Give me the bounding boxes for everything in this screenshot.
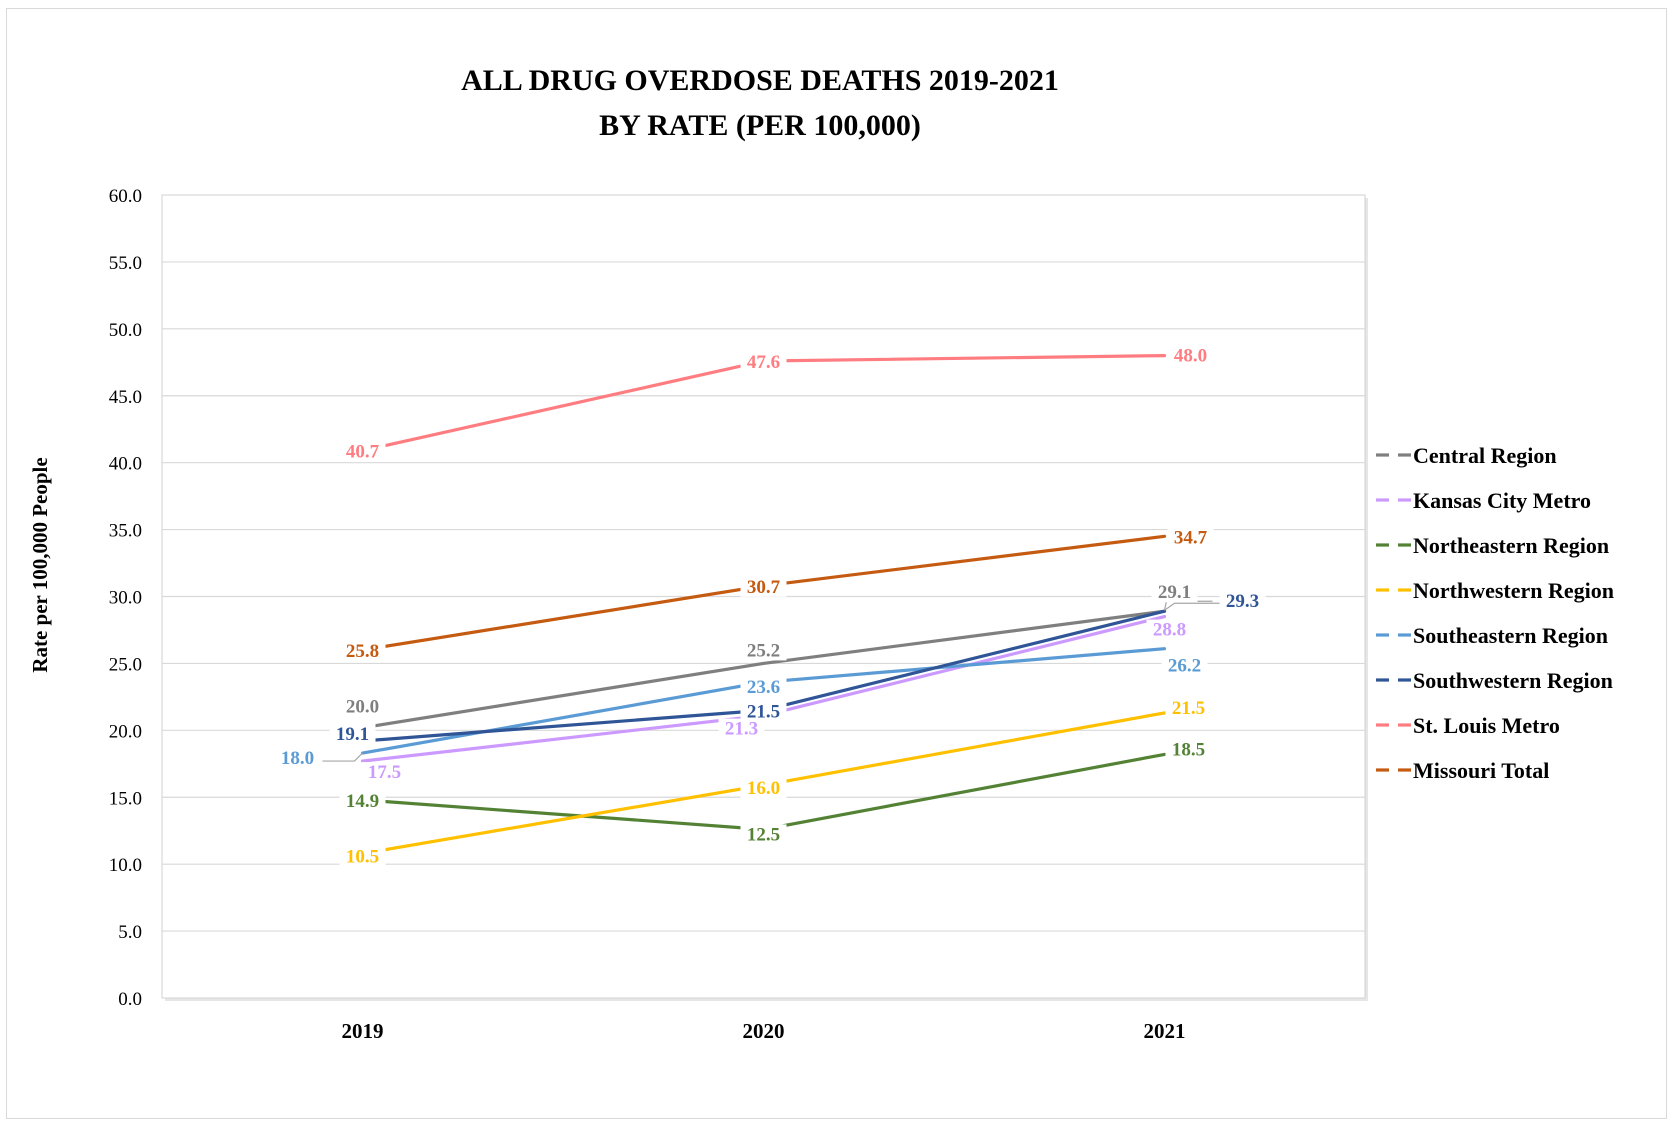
data-label: 20.0 (346, 697, 379, 718)
data-label: 19.1 (336, 724, 369, 745)
data-label: 18.0 (281, 748, 314, 769)
data-label: 26.2 (1168, 656, 1201, 677)
data-label-bg (740, 351, 787, 372)
series-line (360, 609, 1167, 730)
x-tick-label: 2019 (342, 1019, 384, 1043)
x-tick-label: 2020 (743, 1019, 785, 1043)
legend-label: Kansas City Metro (1413, 488, 1591, 513)
data-label-bg (1219, 591, 1266, 612)
data-labels: 20.0 25.2 29.1 17.5 21.3 28.8 14.9 12.5 18.5 10.5… (274, 345, 1266, 867)
data-label: 25.8 (346, 641, 379, 662)
data-label-bg (274, 748, 321, 769)
y-axis-ticks: 0.0 5.0 10.0 15.0 20.0 25.0 30.0 35.0 40.0 45.0 50… (109, 186, 142, 1010)
data-label: 34.7 (1174, 527, 1208, 548)
data-label-bg (1165, 739, 1212, 760)
legend-label: Northeastern Region (1413, 533, 1609, 558)
y-tick-label: 15.0 (109, 788, 142, 809)
x-axis-ticks: 2019 2020 2021 (342, 1019, 1186, 1043)
y-tick-label: 30.0 (109, 588, 142, 609)
legend-label: Missouri Total (1413, 758, 1549, 783)
data-label-bg (740, 677, 787, 698)
data-label-bg (740, 701, 787, 722)
x-tick-label: 2021 (1144, 1019, 1186, 1043)
data-label: 21.3 (725, 719, 758, 740)
data-label: 21.5 (747, 701, 780, 722)
data-label-bg (339, 441, 386, 462)
data-label: 29.3 (1226, 591, 1259, 612)
data-label-bg (339, 790, 386, 811)
y-tick-label: 50.0 (109, 320, 142, 341)
legend-label: St. Louis Metro (1413, 713, 1560, 738)
data-label-bg (1167, 345, 1214, 366)
data-label-bg (740, 640, 787, 661)
chart-title-line-2: BY RATE (PER 100,000) (599, 109, 921, 142)
y-tick-label: 60.0 (109, 186, 142, 207)
data-label-bg (339, 696, 386, 717)
data-label-bg (718, 718, 765, 739)
legend: Central Region Kansas City Metro Northeast… (1376, 443, 1614, 783)
data-label-bg (740, 824, 787, 845)
y-tick-label: 25.0 (109, 654, 142, 675)
y-tick-label: 0.0 (118, 989, 142, 1010)
data-label-bg (1146, 619, 1193, 640)
data-label-bg (361, 762, 408, 783)
data-label: 23.6 (747, 677, 780, 698)
data-label-bg (740, 778, 787, 799)
legend-label: Southwestern Region (1413, 668, 1613, 693)
data-label-bg (740, 576, 787, 597)
legend-label: Northwestern Region (1413, 578, 1614, 603)
data-label: 29.1 (1158, 582, 1191, 603)
y-tick-label: 40.0 (109, 454, 142, 475)
y-tick-label: 20.0 (109, 721, 142, 742)
legend-label: Central Region (1413, 443, 1557, 468)
y-tick-label: 45.0 (109, 387, 142, 408)
data-label: 47.6 (747, 352, 780, 373)
chart-title-line-1: ALL DRUG OVERDOSE DEATHS 2019-2021 (461, 64, 1059, 97)
data-label: 28.8 (1153, 620, 1186, 641)
y-axis-title: Rate per 100,000 People (28, 457, 52, 672)
y-tick-label: 55.0 (109, 253, 142, 274)
label-leader (1164, 602, 1237, 611)
data-label: 30.7 (747, 577, 781, 598)
data-label-bg (1151, 582, 1198, 603)
data-label: 14.9 (346, 791, 379, 812)
data-label-bg (1161, 655, 1208, 676)
data-label: 40.7 (346, 442, 380, 463)
y-tick-label: 10.0 (109, 855, 142, 876)
data-label: 48.0 (1174, 346, 1207, 367)
data-label: 16.0 (747, 778, 780, 799)
data-label: 17.5 (368, 762, 401, 783)
y-tick-label: 35.0 (109, 521, 142, 542)
data-label-bg (1165, 697, 1212, 718)
data-label: 10.5 (346, 846, 379, 867)
label-leader (322, 752, 363, 762)
data-label-bg (339, 846, 386, 867)
data-label: 21.5 (1172, 698, 1205, 719)
y-tick-label: 5.0 (118, 922, 142, 943)
legend-label: Southeastern Region (1413, 623, 1608, 648)
data-label: 25.2 (747, 640, 780, 661)
data-label: 18.5 (1172, 739, 1205, 760)
data-label-bg (329, 724, 376, 745)
data-label-bg (339, 641, 386, 662)
data-label-bg (1167, 527, 1214, 548)
data-label: 12.5 (747, 824, 780, 845)
